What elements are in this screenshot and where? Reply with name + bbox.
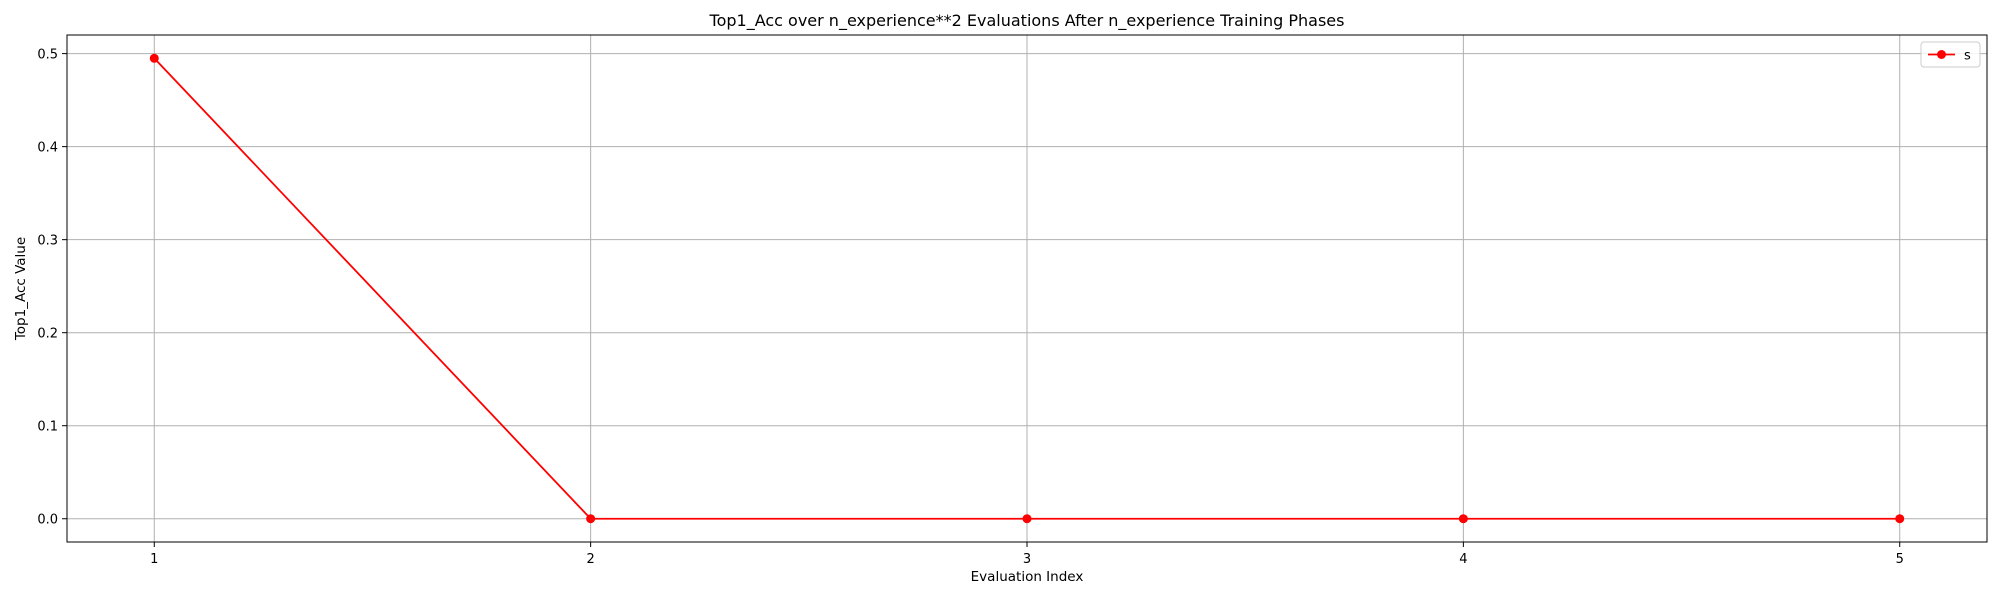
y-tick-label: 0.3 <box>37 234 58 249</box>
series-layer <box>149 53 1905 524</box>
data-point <box>149 53 159 63</box>
x-tick-label: 5 <box>1896 552 1904 567</box>
x-tick-label: 2 <box>586 552 594 567</box>
y-axis-label: Top1_Acc Value <box>13 237 29 341</box>
axis-ticks: 1 2 3 4 5 0.0 0.1 0.2 0.3 0.4 0.5 <box>37 48 1904 567</box>
y-tick-label: 0.5 <box>37 48 58 63</box>
data-point <box>1458 514 1468 524</box>
x-tick-label: 1 <box>150 552 158 567</box>
data-point <box>1022 514 1032 524</box>
data-point <box>1895 514 1905 524</box>
x-tick-label: 3 <box>1023 552 1031 567</box>
y-tick-label: 0.4 <box>37 141 58 156</box>
grid <box>67 35 1987 542</box>
y-tick-label: 0.0 <box>37 513 58 528</box>
data-point <box>586 514 596 524</box>
chart-title: Top1_Acc over n_experience**2 Evaluation… <box>709 11 1345 31</box>
y-tick-label: 0.2 <box>37 327 58 342</box>
plot-frame <box>66 34 1988 543</box>
legend-marker <box>1937 50 1946 59</box>
y-tick-label: 0.1 <box>37 420 58 435</box>
x-tick-label: 4 <box>1459 552 1467 567</box>
x-axis-label: Evaluation Index <box>971 569 1084 585</box>
legend-label: s <box>1964 49 1971 64</box>
legend: s <box>1920 41 1981 68</box>
